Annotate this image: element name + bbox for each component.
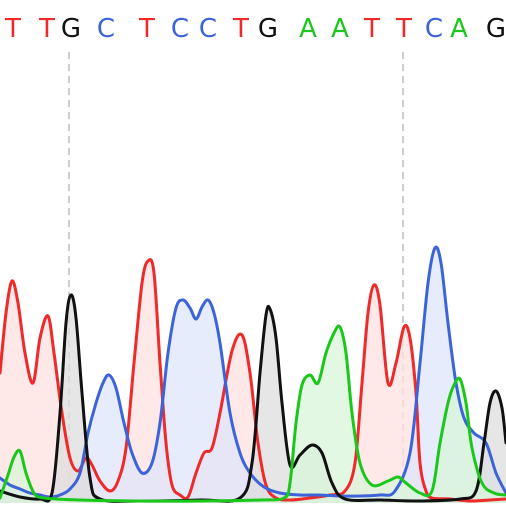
base-call-4: C [97, 14, 115, 44]
trace-fill-A [0, 325, 506, 503]
base-call-12: T [363, 14, 380, 44]
base-call-16: G [486, 14, 506, 44]
trace-line-G [0, 293, 506, 503]
base-call-14: C [425, 14, 443, 44]
base-call-5: T [138, 14, 155, 44]
base-call-7: C [199, 14, 217, 44]
base-call-6: C [171, 14, 189, 44]
base-call-15: A [450, 14, 468, 44]
base-call-13: T [395, 14, 412, 44]
trace-line-T [0, 258, 506, 503]
trace-lines [0, 245, 506, 503]
trace-line-A [0, 324, 506, 503]
base-call-2: T [38, 14, 55, 44]
base-call-10: A [299, 14, 317, 44]
base-call-11: A [331, 14, 349, 44]
trace-fill-T [0, 259, 506, 503]
base-call-9: G [258, 14, 278, 44]
trace-line-C [0, 245, 506, 499]
base-call-8: T [232, 14, 249, 44]
base-call-3: G [61, 14, 81, 44]
base-call-1: T [4, 14, 21, 44]
